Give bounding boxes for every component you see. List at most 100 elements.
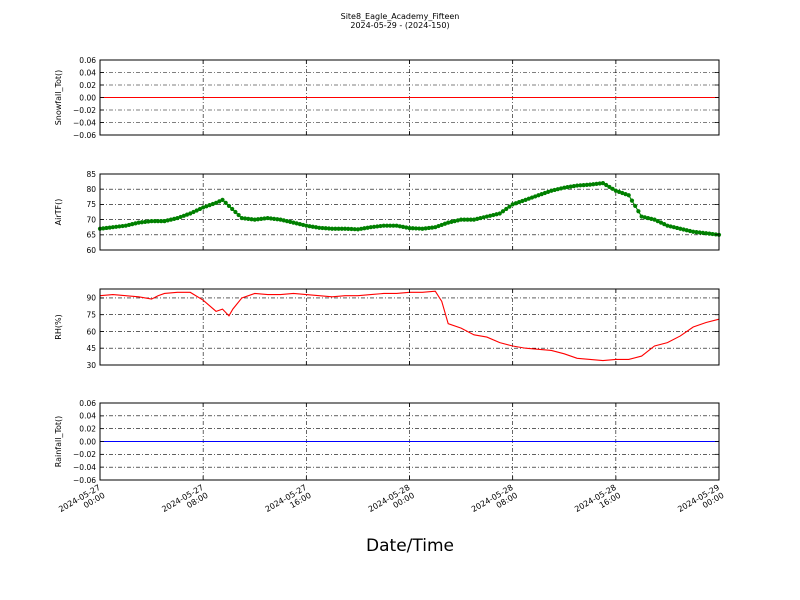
data-point (165, 218, 170, 223)
chart-title: Site8_Eagle_Academy_Fifteen (341, 12, 460, 21)
data-point (188, 211, 193, 216)
data-point (565, 185, 570, 190)
data-point (626, 193, 631, 198)
data-point (233, 209, 238, 215)
data-point (204, 204, 209, 209)
y-tick-label: 45 (86, 344, 96, 353)
data-point (455, 218, 460, 223)
data-point (397, 224, 402, 229)
data-point (704, 231, 709, 236)
data-point (336, 226, 341, 231)
data-point (678, 226, 683, 231)
data-point (159, 219, 164, 224)
data-point (533, 194, 538, 199)
data-point (581, 183, 586, 188)
data-point (278, 217, 283, 222)
data-point (381, 223, 386, 228)
data-point (562, 185, 567, 190)
data-point (388, 223, 393, 228)
data-point (575, 183, 580, 188)
data-point (549, 188, 554, 193)
data-point (172, 216, 177, 221)
y-tick-label: 0.00 (79, 93, 96, 102)
data-point (130, 222, 135, 227)
data-point (262, 216, 267, 221)
data-point (355, 227, 361, 232)
y-axis-label: AirTF() (54, 199, 63, 226)
data-point (436, 223, 441, 229)
data-point (452, 219, 457, 224)
y-tick-label: −0.02 (73, 106, 96, 115)
data-point (607, 184, 612, 190)
data-point (671, 225, 676, 230)
data-point (526, 196, 531, 201)
data-point (475, 216, 480, 221)
data-point (591, 182, 596, 187)
data-point (504, 206, 509, 212)
data-point (194, 208, 199, 213)
y-tick-label: 90 (86, 294, 96, 303)
y-tick-label: −0.04 (73, 118, 96, 127)
data-point (275, 217, 280, 222)
data-point (268, 216, 273, 221)
data-point (217, 199, 222, 204)
data-point (458, 217, 464, 222)
data-point (391, 223, 396, 228)
data-point (442, 221, 448, 226)
data-point (284, 219, 290, 224)
data-point (107, 225, 112, 230)
data-point (597, 181, 602, 186)
data-point (681, 227, 686, 232)
data-point (101, 226, 106, 231)
y-tick-label: 0.04 (79, 412, 96, 421)
data-point (252, 217, 257, 222)
data-point (178, 214, 183, 220)
data-point (304, 223, 309, 228)
data-point (633, 203, 638, 209)
data-point (136, 220, 141, 225)
y-axis-label: RH(%) (54, 314, 63, 339)
data-point (365, 225, 370, 230)
data-point (517, 200, 522, 205)
data-point (181, 213, 186, 218)
data-point (323, 226, 328, 231)
data-point (104, 225, 109, 231)
y-tick-label: −0.04 (73, 463, 96, 472)
subplot-4: 0.06 0.04 0.02 0.00 −0.02 −0.04 −0.06 Rainfall_… (54, 399, 726, 514)
data-point (426, 225, 431, 231)
data-point (346, 226, 351, 231)
data-point (378, 223, 383, 229)
y-tick-label: 85 (86, 170, 96, 179)
data-point (184, 212, 190, 217)
y-tick-label: 0.04 (79, 68, 96, 77)
data-point (446, 220, 451, 225)
data-point (317, 225, 322, 230)
data-point (301, 222, 306, 228)
data-point (539, 192, 544, 197)
data-point (652, 217, 657, 222)
data-point (578, 183, 583, 188)
data-point (465, 217, 470, 222)
data-point (230, 206, 235, 212)
data-point (568, 184, 573, 189)
data-point (536, 193, 541, 198)
data-point (155, 219, 161, 224)
y-tick-label: 65 (86, 231, 96, 240)
data-point (468, 217, 473, 222)
subplot-1: 0.06 0.04 0.02 0.00 −0.02 −0.04 −0.06 Snowfall_… (54, 56, 720, 140)
data-point (126, 222, 132, 228)
data-point (265, 215, 270, 221)
data-point (707, 231, 712, 236)
data-point (246, 216, 251, 221)
data-point (349, 226, 354, 232)
data-point (371, 224, 377, 229)
data-point (297, 222, 302, 227)
data-point (110, 225, 115, 230)
data-point (394, 223, 399, 228)
data-point (271, 216, 277, 221)
data-point (674, 225, 680, 231)
data-point (207, 203, 212, 208)
data-point (320, 225, 325, 231)
